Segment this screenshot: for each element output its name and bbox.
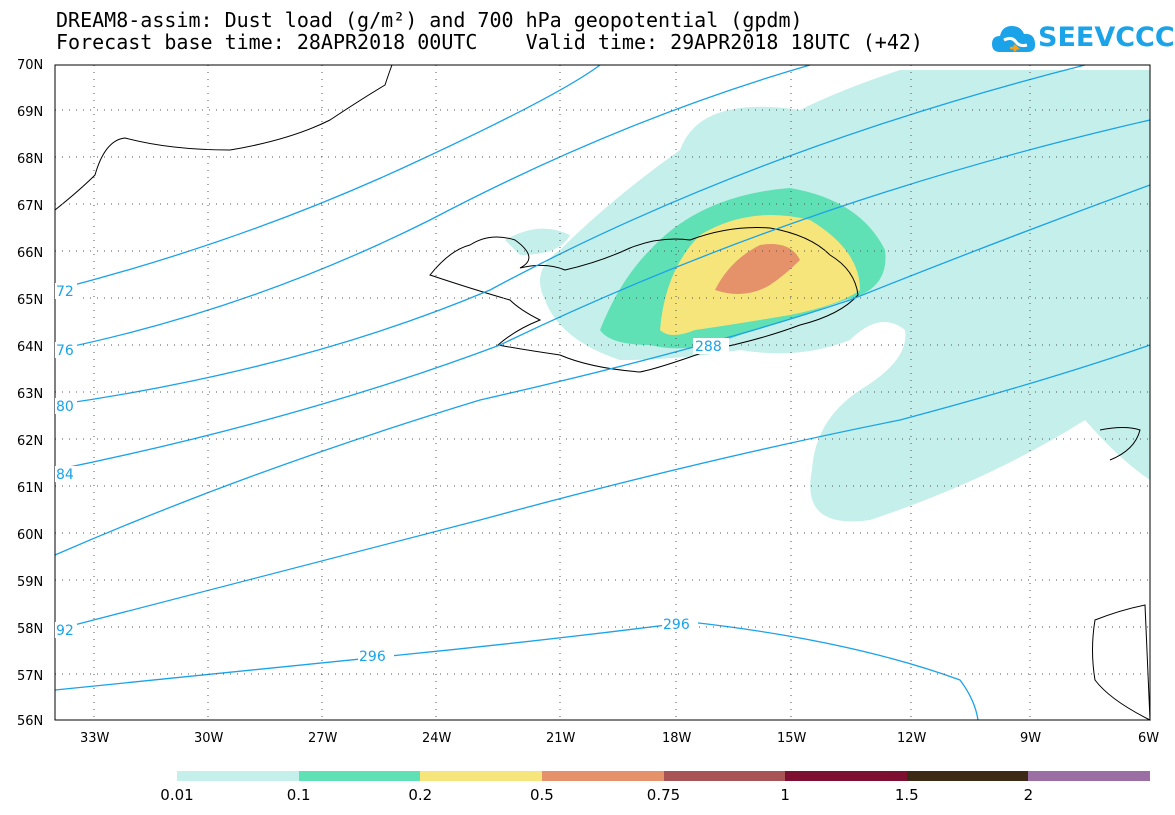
- lon-label: 30W: [194, 731, 224, 746]
- isoline-288: [54, 184, 1151, 556]
- scotland-coastline: [1092, 604, 1151, 721]
- lon-label: 27W: [308, 731, 338, 746]
- greenland-coastline: [54, 64, 393, 211]
- dust-field-low-west: [505, 228, 570, 255]
- isoline-84: [54, 119, 1151, 471]
- lon-label: 18W: [662, 731, 692, 746]
- isoline-label: 92: [56, 623, 74, 639]
- lat-label: 59N: [17, 575, 43, 590]
- map-frame: [54, 64, 1151, 721]
- isoline-label: 296: [359, 649, 386, 665]
- isoline-label: 72: [56, 284, 74, 300]
- lat-label: 60N: [17, 528, 43, 543]
- lat-label: 62N: [17, 434, 43, 449]
- lon-label: 21W: [546, 731, 576, 746]
- graticule: [55, 65, 1150, 720]
- legend-label: 1: [780, 786, 790, 804]
- map-title: DREAM8-assim: Dust load (g/m²) and 700 h…: [56, 8, 803, 32]
- legend-swatch: [541, 771, 664, 781]
- legend-swatch: [906, 771, 1029, 781]
- legend-label: 2: [1023, 786, 1034, 804]
- lat-label: 58N: [17, 622, 43, 637]
- isoline-labels: 72 76 80 84 288 92 296 296: [55, 283, 729, 665]
- logo-text: SEEVCCC: [1038, 22, 1175, 53]
- lat-label: 64N: [17, 340, 43, 355]
- lat-label: 56N: [17, 714, 43, 729]
- coastlines: [54, 64, 1151, 721]
- lat-label: 68N: [17, 152, 43, 167]
- lon-label: 9W: [1020, 731, 1041, 746]
- lat-label: 67N: [17, 199, 43, 214]
- legend-swatch: [420, 771, 542, 781]
- legend-label: 0.01: [160, 786, 194, 804]
- legend-label: 1.5: [894, 786, 919, 804]
- geopotential-isolines: [54, 64, 1151, 721]
- legend-swatch: [177, 771, 299, 781]
- cloud-icon: [992, 26, 1036, 52]
- seevccc-logo: SEEVCCC: [990, 18, 1175, 62]
- isoline-296: [54, 621, 979, 721]
- lon-label: 33W: [80, 731, 110, 746]
- map-subtitle: Forecast base time: 28APR2018 00UTC Vali…: [56, 30, 923, 54]
- isoline-72: [54, 64, 601, 291]
- legend-label: 0.75: [646, 786, 681, 804]
- isoline-label: 76: [56, 343, 74, 359]
- legend-swatch: [298, 771, 421, 781]
- faroe-coastline: [1099, 427, 1141, 461]
- color-legend: [177, 771, 1150, 781]
- legend-label: 0.2: [408, 786, 433, 804]
- lat-label: 61N: [17, 481, 43, 496]
- lat-label: 63N: [17, 387, 43, 402]
- longitude-labels: 33W 30W 27W 24W 21W 18W 15W 12W 9W 6W: [80, 731, 1159, 746]
- legend-swatch: [1028, 771, 1150, 781]
- isoline-80: [54, 64, 1086, 406]
- lat-label: 66N: [17, 246, 43, 261]
- lat-label: 70N: [17, 58, 43, 73]
- isoline-label: 80: [56, 399, 74, 415]
- legend-label: 0.5: [529, 786, 554, 804]
- isoline-label: 296: [663, 617, 690, 633]
- isoline-label: 84: [56, 467, 74, 483]
- lat-label: 57N: [17, 669, 43, 684]
- lon-label: 6W: [1138, 731, 1159, 746]
- legend-swatch: [663, 771, 786, 781]
- latitude-labels: 70N 69N 68N 67N 66N 65N 64N 63N 62N 61N …: [17, 58, 43, 729]
- isoline-label: 288: [695, 339, 722, 355]
- iceland-coastline: [429, 227, 859, 373]
- isoline-76: [54, 64, 811, 351]
- legend-swatch: [785, 771, 907, 781]
- dust-field-0.5: [715, 244, 800, 294]
- legend-label: 0.1: [286, 786, 311, 804]
- lat-label: 69N: [17, 105, 43, 120]
- dust-fields: [505, 70, 1150, 522]
- lon-label: 15W: [777, 731, 807, 746]
- isoline-88b: [54, 344, 1151, 631]
- lon-label: 24W: [422, 731, 452, 746]
- lon-label: 12W: [897, 731, 927, 746]
- lat-label: 65N: [17, 293, 43, 308]
